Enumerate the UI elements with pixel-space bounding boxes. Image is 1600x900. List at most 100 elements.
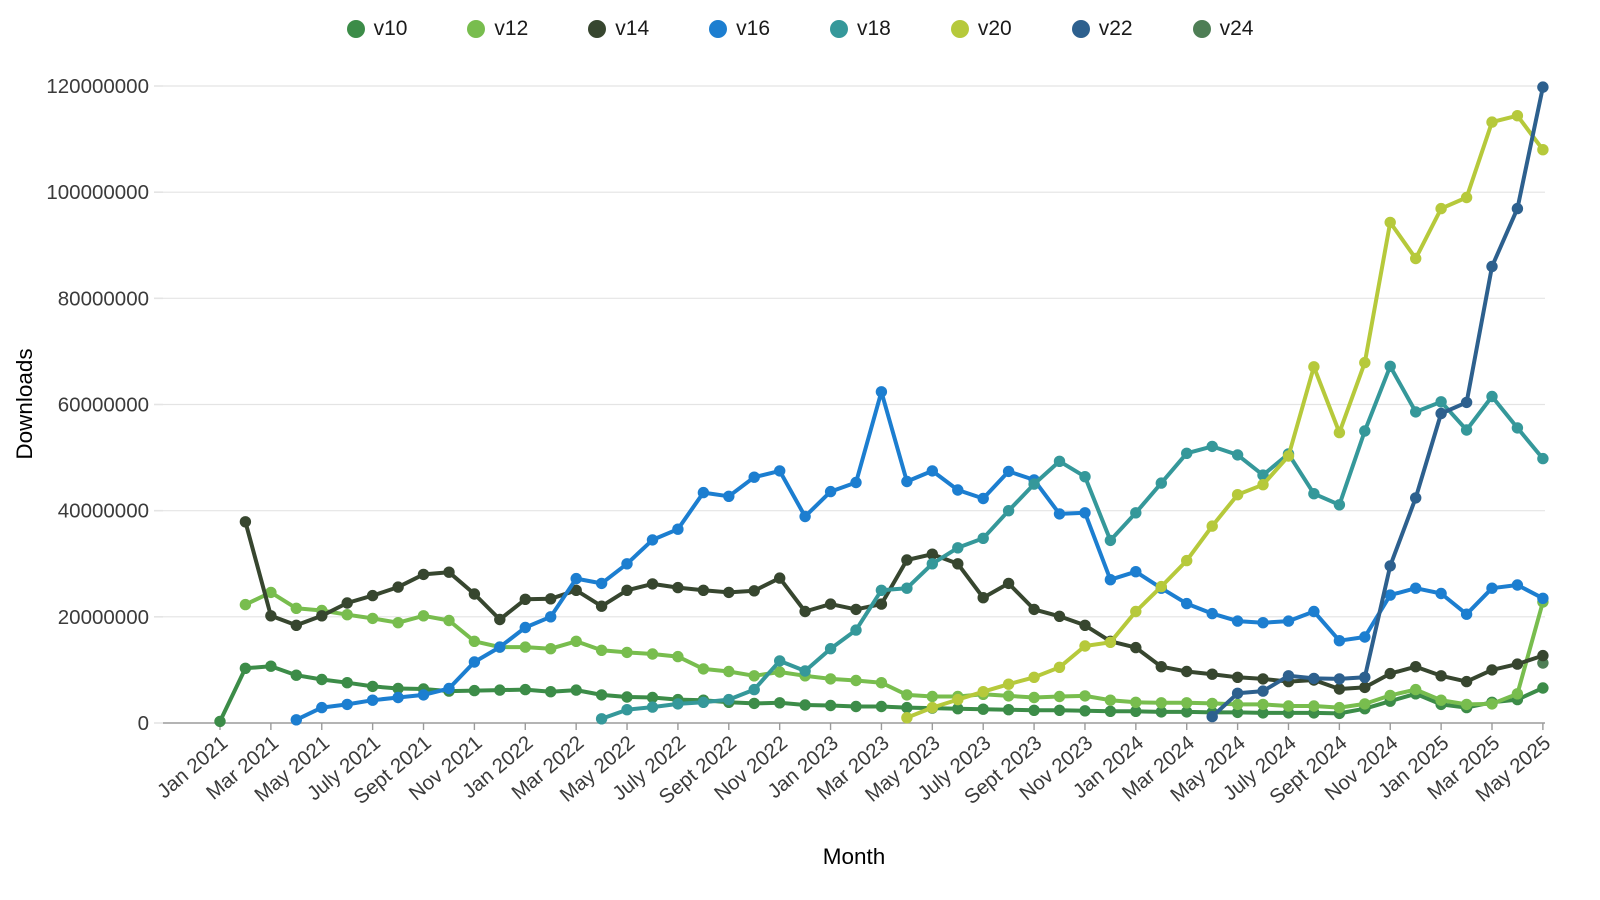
legend-item-v18[interactable]: v18 [830,18,891,39]
data-point-v12 [1079,690,1091,702]
data-point-v18 [1079,471,1091,483]
data-point-v18 [952,542,964,554]
data-point-v16 [1486,582,1498,594]
data-point-v12 [672,650,684,663]
data-point-v10 [1155,706,1168,718]
data-point-v14 [875,598,888,610]
series-line-v14 [243,519,1545,691]
y-axis-title: Downloads [12,348,37,459]
data-point-v12 [1231,698,1244,711]
legend-item-v20[interactable]: v20 [950,18,1012,39]
data-point-v14 [1384,667,1396,680]
data-point-v18 [1104,534,1117,547]
data-point-v20 [1460,191,1473,204]
legend-item-v12[interactable]: v12 [467,18,528,39]
data-point-v16 [595,577,608,590]
data-point-v10 [570,684,582,696]
data-point-v20 [1384,216,1396,229]
data-point-v16 [443,682,455,695]
data-point-v16 [977,492,989,505]
data-point-v14 [595,600,608,612]
data-point-v20 [1410,252,1422,265]
y-tick-label: 100000000 [46,181,149,204]
data-point-v16 [672,523,684,535]
data-point-v12 [1155,697,1168,709]
series-line-v12 [243,590,1545,710]
data-point-v20 [1511,110,1524,122]
data-point-v12 [545,643,557,655]
y-tick-label: 60000000 [58,394,149,417]
data-point-v10 [646,691,659,704]
data-point-v16 [570,572,582,585]
data-point-v18 [1181,447,1193,459]
legend-dot-v24 [1192,19,1211,38]
data-point-v16 [1410,582,1422,594]
data-point-v16 [1104,574,1117,586]
data-point-v16 [1257,617,1269,629]
data-point-v16 [1511,579,1524,591]
data-point-v14 [366,589,379,602]
data-point-v14 [545,593,557,605]
data-point-v16 [646,534,659,546]
data-point-v16 [1053,508,1066,520]
data-point-v18 [901,582,913,594]
data-point-v14 [850,603,862,616]
data-point-v16 [1181,597,1193,610]
data-point-v12 [1282,700,1295,712]
data-point-v10 [1537,682,1549,694]
data-point-v10 [952,703,964,715]
legend-label-v10: v10 [373,17,408,40]
legend-label-v22: v22 [1098,17,1133,40]
data-point-v10 [366,680,379,693]
data-point-v20 [1231,489,1244,501]
legend-label-v18: v18 [857,17,891,40]
data-point-v12 [239,598,252,611]
data-point-v14 [799,605,811,618]
data-point-v18 [672,698,684,710]
data-point-v18 [1257,469,1269,481]
data-point-v16 [468,656,481,668]
legend-item-v24[interactable]: v24 [1192,18,1253,39]
data-point-v10 [824,699,837,712]
data-point-v18 [1511,422,1524,434]
series-v12 [239,586,1549,714]
data-point-v10 [494,684,506,696]
data-point-v16 [952,484,964,496]
data-point-v12 [723,665,735,678]
data-point-v14 [443,566,455,578]
data-point-v16 [519,621,531,634]
data-point-v10 [1002,704,1015,716]
data-point-v14 [697,584,710,596]
data-point-v12 [1206,697,1218,710]
data-point-v10 [214,715,226,728]
data-point-v12 [519,641,531,653]
legend-item-v10[interactable]: v10 [346,17,408,40]
data-point-v10 [1028,704,1040,716]
data-point-v14 [1155,661,1168,673]
data-point-v14 [723,586,735,599]
series-v20 [901,110,1549,724]
series-line-v20 [904,113,1545,720]
data-point-v14 [672,581,684,594]
data-point-v14 [392,581,404,593]
y-tick-label: 0 [138,712,149,735]
chart-legend: v10 v12 v14 v16 v18 v20 v22 v24 [0,18,1600,39]
legend-item-v16[interactable]: v16 [709,18,770,39]
data-point-v12 [824,673,837,685]
data-point-v16 [1460,608,1473,620]
y-tick-label: 20000000 [58,606,149,629]
data-point-v18 [1359,425,1371,437]
legend-item-v14[interactable]: v14 [588,18,649,39]
data-point-v14 [646,578,659,590]
data-point-v20 [1333,426,1346,439]
data-point-v16 [774,465,786,477]
legend-item-v22[interactable]: v22 [1071,17,1133,40]
data-point-v14 [494,613,506,626]
data-point-v16 [621,558,633,570]
data-point-v10 [748,697,760,710]
data-point-v10 [341,677,353,689]
data-point-v10 [595,689,608,701]
data-point-v18 [595,713,608,725]
x-axis-title: Month [823,844,886,869]
data-point-v20 [1308,361,1320,373]
